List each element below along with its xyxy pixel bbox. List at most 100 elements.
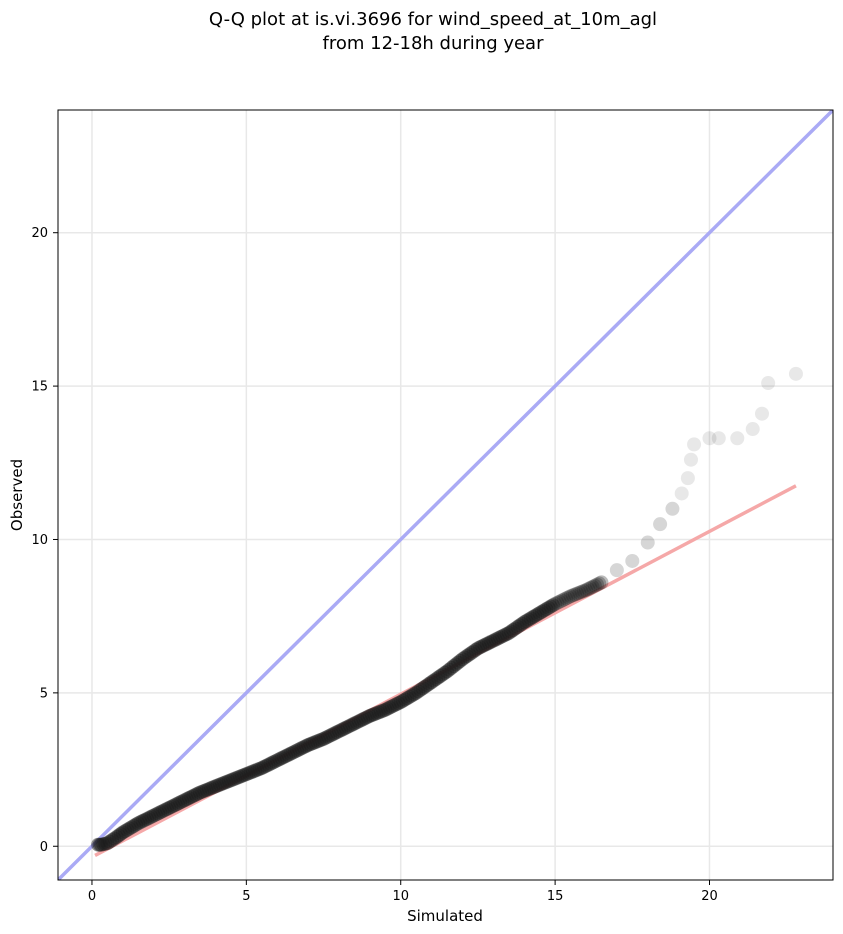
qq-point (217, 775, 232, 790)
qq-point (640, 535, 655, 550)
y-tick-label: 0 (40, 840, 48, 855)
qq-point (274, 751, 289, 766)
qq-point (683, 452, 698, 467)
x-tick-label: 0 (88, 889, 96, 904)
qq-point (497, 628, 512, 643)
qq-point (391, 696, 406, 711)
qq-point (230, 770, 245, 785)
qq-point (126, 818, 141, 833)
qq-point (468, 642, 483, 657)
qq-point (484, 634, 499, 649)
qq-point (477, 638, 492, 653)
qq-point (530, 607, 545, 622)
qq-point (373, 704, 388, 719)
qq-point (521, 612, 536, 627)
points-layer (91, 366, 803, 852)
qq-point (168, 797, 183, 812)
qq-point (142, 810, 157, 825)
qq-point (281, 747, 296, 762)
qq-point (349, 715, 364, 730)
qq-point (455, 652, 470, 667)
qq-point (592, 576, 607, 591)
qq-point (276, 750, 291, 765)
y-axis-label: Observed (8, 459, 26, 531)
qq-point (261, 757, 276, 772)
qq-point (135, 814, 150, 829)
qq-point (459, 649, 474, 664)
qq-point (578, 583, 593, 598)
qq-point (102, 834, 117, 849)
qq-point (541, 600, 556, 615)
x-tick-label: 5 (242, 889, 250, 904)
qq-point (270, 753, 285, 768)
qq-point (479, 637, 494, 652)
qq-point (543, 599, 558, 614)
qq-point (265, 755, 280, 770)
qq-point (420, 678, 435, 693)
qq-point (561, 590, 576, 605)
qq-point (129, 817, 144, 832)
qq-point (351, 714, 366, 729)
qq-point (296, 740, 311, 755)
qq-point (440, 664, 455, 679)
qq-point (406, 687, 421, 702)
qq-point (272, 752, 287, 767)
qq-point (303, 737, 318, 752)
qq-point (556, 592, 571, 607)
qq-point (146, 808, 161, 823)
qq-point (356, 712, 371, 727)
qq-point (340, 719, 355, 734)
x-axis-label: Simulated (407, 907, 483, 925)
qq-point (431, 670, 446, 685)
qq-point (545, 598, 560, 613)
qq-point (583, 580, 598, 595)
qq-point (594, 575, 609, 590)
qq-point (532, 606, 547, 621)
qq-point (285, 745, 300, 760)
qq-point (581, 582, 596, 597)
qq-point (107, 831, 122, 846)
qq-point (148, 807, 163, 822)
qq-point (294, 741, 309, 756)
qq-point (170, 796, 185, 811)
qq-point (442, 662, 457, 677)
qq-point (413, 682, 428, 697)
qq-point (466, 644, 481, 659)
qq-point (133, 815, 148, 830)
qq-point (331, 724, 346, 739)
qq-point (92, 837, 107, 852)
one-to-one-reference-line (58, 110, 833, 880)
qq-point (448, 657, 463, 672)
qq-point (665, 501, 680, 516)
qq-point (204, 781, 219, 796)
qq-point (512, 618, 527, 633)
qq-point (250, 762, 265, 777)
qq-point (590, 577, 605, 592)
qq-point (232, 769, 247, 784)
qq-point (259, 758, 274, 773)
qq-point (323, 728, 338, 743)
qq-point (570, 586, 585, 601)
qq-point (528, 608, 543, 623)
qq-point (702, 431, 717, 446)
qq-point (486, 633, 501, 648)
y-tick-label: 20 (31, 226, 48, 241)
qq-point (433, 668, 448, 683)
qq-point (254, 761, 269, 776)
qq-point (98, 836, 113, 851)
grid (58, 110, 833, 880)
qq-point (312, 733, 327, 748)
qq-point (159, 802, 174, 817)
y-tick-label: 15 (31, 380, 48, 395)
qq-point (118, 824, 133, 839)
qq-point (674, 486, 689, 501)
qq-point (499, 627, 514, 642)
qq-point (574, 584, 589, 599)
qq-point (537, 603, 552, 618)
qq-point (221, 774, 236, 789)
qq-point (554, 593, 569, 608)
qq-point (515, 616, 530, 631)
qq-point (462, 647, 477, 662)
qq-point (175, 794, 190, 809)
